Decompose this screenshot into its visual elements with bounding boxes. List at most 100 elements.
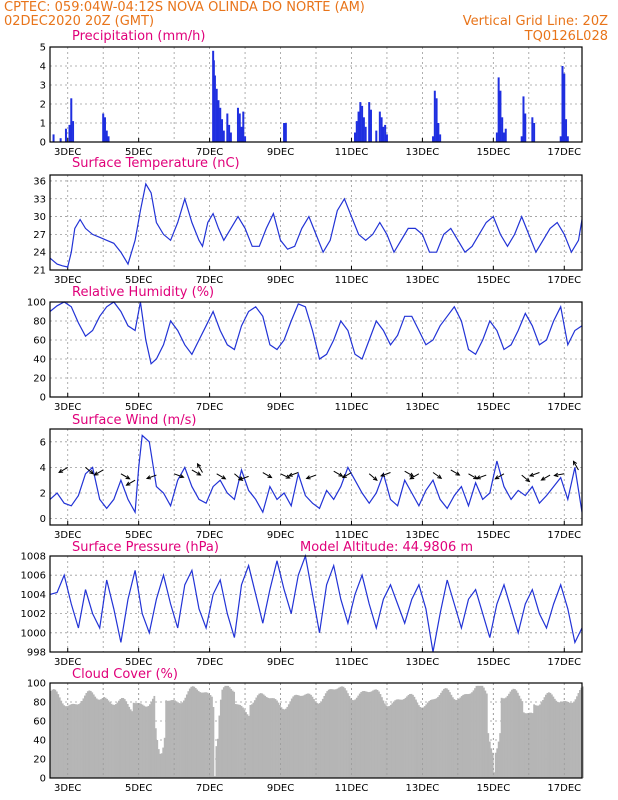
cloud-bar: [446, 688, 448, 778]
cloud-bar: [242, 707, 244, 778]
cloud-bar: [126, 703, 129, 778]
cloud-bar: [149, 704, 151, 778]
precip-bar: [217, 100, 220, 142]
cloud-bar: [125, 701, 128, 778]
precip-bar: [359, 102, 362, 142]
cloud-bar: [236, 704, 238, 778]
x-tick-label: 13DEC: [406, 275, 440, 286]
cloud-bar: [177, 702, 179, 778]
x-tick-label: 5DEC: [125, 402, 152, 413]
wind-vector-head: [540, 476, 546, 481]
cloud-bar: [471, 692, 473, 778]
cloud-bar: [415, 699, 417, 778]
cloud-bar: [67, 705, 70, 778]
panel-0: 0 1 2 3 4 5 3DEC 5DEC 7DEC 9DEC 11DEC 13DEC 15DEC 17D…: [40, 43, 583, 158]
precip-bar: [504, 128, 507, 142]
cloud-bar: [534, 705, 537, 778]
wind-vector: [468, 473, 479, 480]
x-tick-label: 15DEC: [476, 275, 510, 286]
cloud-bar: [484, 690, 487, 778]
wind-vector-head: [221, 475, 227, 480]
cloud-bar: [296, 695, 299, 778]
cloud-bar: [528, 712, 531, 778]
wind-vector-shaft: [409, 473, 420, 480]
cloud-bar: [499, 733, 502, 778]
cloud-bar: [190, 686, 193, 778]
wind-vector: [287, 472, 299, 477]
precip-bar: [72, 121, 75, 142]
x-tick-label: 11DEC: [335, 657, 369, 668]
y-tick-label: 0: [40, 514, 46, 525]
cloud-bar: [494, 752, 497, 778]
precip-bar: [502, 132, 505, 142]
precip-bar: [369, 109, 372, 142]
cloud-bar: [491, 752, 494, 778]
cloud-bar: [64, 706, 67, 778]
cloud-bar: [282, 708, 284, 778]
cloud-bar: [533, 704, 536, 778]
cloud-bar: [146, 706, 148, 778]
y-tick-label: 0: [40, 393, 46, 404]
wind-vector-head: [125, 475, 131, 480]
precip-bar: [221, 119, 224, 142]
cloud-bar: [159, 753, 162, 778]
cloud-bar: [63, 705, 66, 778]
y-tick-label: 0: [40, 138, 46, 149]
cloud-bar: [162, 747, 165, 778]
cloud-bar: [284, 708, 287, 778]
cloud-bar: [434, 698, 436, 778]
cloud-bar: [206, 692, 209, 778]
x-tick-label: 11DEC: [335, 275, 369, 286]
cloud-bar: [388, 706, 391, 778]
cloud-bar: [276, 700, 278, 778]
wind-vector: [120, 473, 131, 480]
cloud-bar: [366, 691, 369, 778]
wind-vector: [196, 462, 203, 473]
wind-vector-shaft: [216, 473, 226, 480]
cloud-bar: [188, 688, 191, 778]
cloud-bar: [330, 689, 333, 778]
cloud-bar: [549, 692, 552, 778]
cloud-bar: [345, 690, 348, 778]
precip-bar: [238, 113, 241, 142]
precip-bar: [559, 136, 562, 142]
wind-vector-shaft: [521, 474, 530, 482]
cloud-bar: [546, 692, 549, 778]
precip-bar: [103, 117, 106, 142]
precip-bar: [499, 90, 502, 142]
cloud-bar: [482, 687, 485, 778]
cloud-bar: [141, 704, 144, 778]
wind-title: Surface Wind (m/s): [72, 413, 196, 428]
precip-bar: [59, 138, 62, 142]
wind-vector: [521, 474, 531, 483]
cloud-bar: [329, 689, 332, 778]
cloud-bar: [115, 704, 117, 778]
cloud-bar: [438, 695, 441, 778]
x-tick-label: 3DEC: [54, 783, 81, 794]
cloud-bar: [407, 694, 410, 778]
cloud-bar: [404, 697, 407, 778]
cloud-bar: [228, 687, 231, 778]
cloud-bar: [168, 700, 170, 778]
precip-bar: [382, 126, 385, 142]
wind-vector: [125, 479, 136, 486]
cloud-bar: [253, 700, 256, 778]
cloud-bar: [416, 702, 419, 778]
x-tick-label: 17DEC: [547, 657, 581, 668]
cloud-bar: [487, 733, 490, 778]
precip-title: Precipitation (mm/h): [72, 29, 205, 44]
x-tick-label: 11DEC: [335, 783, 369, 794]
cloud-bar: [403, 699, 405, 778]
cloud-bar: [559, 702, 562, 778]
y-tick-label: 2: [40, 100, 46, 111]
cloud-bar: [305, 693, 308, 778]
cloud-bar: [370, 691, 373, 778]
cloud-bar: [224, 685, 227, 778]
cloud-bar: [218, 715, 221, 778]
y-tick-label: 4: [40, 62, 46, 73]
cloud-bar: [101, 698, 104, 778]
cloud-bar: [230, 688, 233, 778]
cloud-bar: [98, 699, 101, 778]
x-tick-label: 9DEC: [267, 783, 294, 794]
precip-bar: [70, 98, 73, 142]
